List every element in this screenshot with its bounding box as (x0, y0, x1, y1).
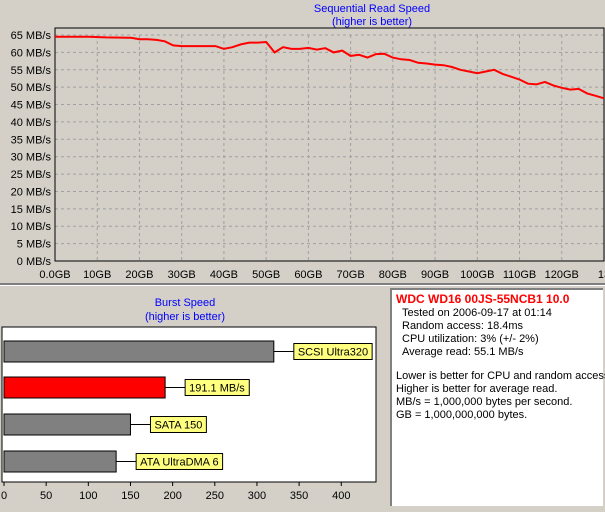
burst-bar-label-box (293, 343, 373, 360)
sequential-y-tick-label: 45 MB/s (11, 100, 52, 112)
burst-bar (3, 376, 166, 399)
sequential-y-tick-label: 30 MB/s (11, 152, 52, 164)
sequential-y-tick-label: 0 MB/s (17, 256, 52, 268)
burst-x-tick-label: 300 (248, 490, 266, 502)
info-average-read: Average read: 55.1 MB/s (402, 346, 524, 358)
sequential-chart-subtitle: (higher is better) (332, 16, 412, 28)
burst-bar-label: ATA UltraDMA 6 (140, 457, 218, 469)
sequential-x-tick-label: 90GB (421, 269, 449, 281)
sequential-x-tick-label: 10GB (83, 269, 111, 281)
info-note-higher-better: Higher is better for average read. (396, 383, 558, 395)
burst-x-tick-label: 350 (290, 490, 308, 502)
drive-info-panel: WDC WD16 00JS-55NCB1 10.0 Tested on 2006… (390, 288, 605, 506)
sequential-x-tick-label: 60GB (294, 269, 322, 281)
burst-x-tick-label: 100 (79, 490, 97, 502)
burst-x-axis: 0 50 100 150 200 250 300 350 400 (1, 482, 350, 502)
burst-bar-label-box (149, 416, 207, 433)
burst-chart-subtitle: (higher is better) (145, 311, 225, 323)
sequential-grid (54, 34, 605, 262)
sequential-y-tick-label: 40 MB/s (11, 117, 52, 129)
burst-bar-label-box (135, 453, 224, 470)
drive-model-title: WDC WD16 00JS-55NCB1 10.0 (396, 292, 570, 306)
info-cpu-utilization: CPU utilization: 3% (+/- 2%) (402, 333, 539, 345)
burst-speed-chart: Burst Speed (higher is better) SCSI Ultr… (1, 297, 377, 502)
burst-speed-panel: Burst Speed (higher is better) SCSI Ultr… (0, 285, 388, 507)
sequential-y-tick-label: 35 MB/s (11, 134, 52, 146)
sequential-x-tick-label: 20GB (125, 269, 153, 281)
sequential-x-tick-label: 80GB (379, 269, 407, 281)
sequential-x-tick-label: 0.0GB (39, 269, 70, 281)
sequential-y-tick-label: 50 MB/s (11, 82, 52, 94)
sequential-chart-title: Sequential Read Speed (314, 3, 430, 15)
info-note-mbs-definition: MB/s = 1,000,000 bytes per second. (396, 396, 573, 408)
burst-bars: SCSI Ultra320 191.1 MB/s SATA 150 ATA Ultra… (3, 340, 373, 473)
info-random-access: Random access: 18.4ms (402, 320, 524, 332)
panel-divider-highlight (0, 285, 605, 286)
burst-bar-label: SATA 150 (154, 420, 202, 432)
burst-bar-label: SCSI Ultra320 (298, 347, 368, 359)
info-note-gb-definition: GB = 1,000,000,000 bytes. (396, 409, 528, 421)
burst-x-tick-label: 200 (163, 490, 181, 502)
burst-x-tick-label: 50 (40, 490, 52, 502)
sequential-y-tick-label: 20 MB/s (11, 186, 52, 198)
sequential-x-tick-label: 110GB (503, 269, 536, 281)
sequential-x-tick-label: 100GB (460, 269, 494, 281)
sequential-y-tick-label: 60 MB/s (11, 47, 52, 59)
sequential-y-tick-label: 5 MB/s (17, 239, 52, 251)
info-test-date: Tested on 2006-09-17 at 01:14 (402, 307, 552, 319)
sequential-series-line (55, 35, 605, 100)
sequential-read-panel: Sequential Read Speed (higher is better)… (11, 3, 605, 281)
burst-chart-title: Burst Speed (155, 297, 216, 309)
sequential-y-tick-label: 65 MB/s (11, 30, 52, 42)
sequential-x-tick-label: 40GB (210, 269, 238, 281)
sequential-x-tick-label: 120GB (545, 269, 579, 281)
sequential-y-tick-label: 15 MB/s (11, 204, 52, 216)
sequential-plot-frame (54, 27, 605, 262)
sequential-read-chart: Sequential Read Speed (higher is better)… (11, 3, 605, 281)
sequential-x-tick-label: 70GB (337, 269, 365, 281)
burst-x-tick-label: 150 (121, 490, 139, 502)
sequential-y-tick-label: 25 MB/s (11, 169, 52, 181)
info-note-lower-better: Lower is better for CPU and random acces… (396, 370, 605, 382)
panel-divider (0, 283, 605, 285)
sequential-y-tick-label: 55 MB/s (11, 65, 52, 77)
sequential-x-tick-label: 13 (598, 269, 605, 281)
burst-bar-label: 191.1 MB/s (189, 383, 245, 395)
sequential-x-tick-label: 50GB (252, 269, 280, 281)
burst-bar (3, 413, 131, 436)
burst-bar (3, 340, 275, 363)
burst-x-tick-label: 250 (206, 490, 224, 502)
sequential-y-tick-label: 10 MB/s (11, 221, 52, 233)
burst-bar-label-box (184, 379, 250, 396)
sequential-x-tick-label: 30GB (168, 269, 196, 281)
burst-x-tick-label: 0 (1, 490, 7, 502)
burst-bar (3, 450, 117, 473)
sequential-x-axis: 0.0GB 10GB 20GB 30GB 40GB 50GB 60GB 70GB 80GB 90G… (39, 269, 605, 281)
burst-x-tick-label: 400 (332, 490, 350, 502)
sequential-y-axis: 0 MB/s 5 MB/s 10 MB/s 15 MB/s 20 MB/s 25 MB/s… (11, 30, 52, 268)
